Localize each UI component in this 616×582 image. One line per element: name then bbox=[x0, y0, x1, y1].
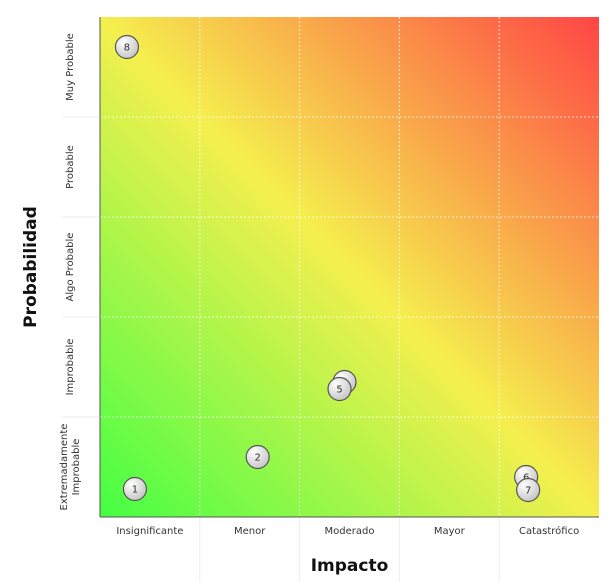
risk-point[interactable]: 5 bbox=[327, 376, 352, 402]
risk-point[interactable]: 8 bbox=[114, 34, 140, 60]
risk-point-label: 1 bbox=[132, 485, 138, 496]
y-tick-label: Improbable bbox=[65, 339, 76, 396]
y-tick-label-line: Improbable bbox=[65, 339, 76, 396]
y-tick-label: Algo Probable bbox=[65, 233, 76, 302]
risk-point-label: 2 bbox=[254, 453, 260, 464]
risk-point[interactable]: 2 bbox=[245, 444, 270, 470]
x-tick-label: Catastrófico bbox=[519, 525, 579, 537]
risk-point-label: 8 bbox=[124, 43, 130, 54]
risk-point-label: 6 bbox=[523, 473, 529, 484]
x-tick-label: Insignificante bbox=[116, 526, 183, 537]
plot-area bbox=[100, 17, 599, 517]
risk-point-label: 7 bbox=[525, 486, 531, 497]
risk-point[interactable]: 7 bbox=[516, 477, 541, 503]
y-tick-label-line: Algo Probable bbox=[65, 233, 76, 302]
y-tick-label-line: Probable bbox=[65, 145, 76, 189]
risk-point-marker[interactable] bbox=[245, 444, 270, 470]
risk-point-marker[interactable] bbox=[516, 477, 541, 503]
risk-point[interactable]: 1 bbox=[122, 476, 148, 502]
risk-point-label: 5 bbox=[336, 385, 342, 396]
y-tick-label: Probable bbox=[65, 145, 76, 189]
risk-point-marker[interactable] bbox=[327, 376, 352, 402]
risk-point-marker[interactable] bbox=[122, 476, 148, 502]
risk-point-marker[interactable] bbox=[114, 34, 140, 60]
y-tick-label: Extremadamente Improbable bbox=[59, 424, 82, 511]
x-tick-label: Menor bbox=[234, 526, 266, 537]
x-axis-title: Impacto bbox=[311, 556, 389, 576]
y-tick-label: Muy Probable bbox=[65, 33, 76, 101]
x-tick-label: Mayor bbox=[434, 526, 466, 537]
grid-lines bbox=[62, 17, 599, 582]
x-tick-label: Moderado bbox=[325, 526, 375, 537]
y-tick-label-line: Muy Probable bbox=[65, 33, 76, 101]
y-tick-label-line: Improbable bbox=[71, 439, 82, 496]
y-axis-title: Probabilidad bbox=[21, 206, 41, 328]
data-points: 8125567 bbox=[114, 34, 541, 503]
x-axis-ticks: Insignificante Menor Moderado Mayor Catastró… bbox=[116, 525, 579, 537]
y-tick-label-line: Extremadamente bbox=[59, 424, 70, 511]
